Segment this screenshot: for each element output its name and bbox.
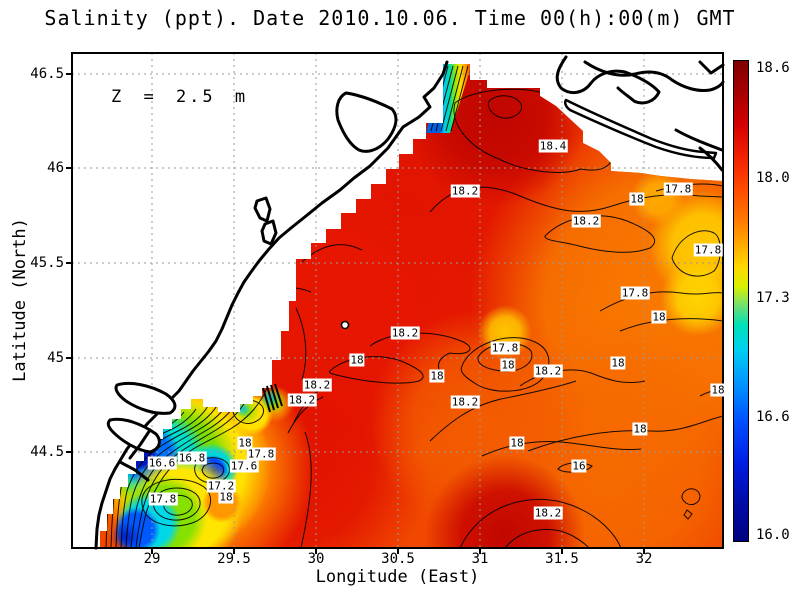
coastline (94, 55, 725, 550)
station-marker (340, 320, 350, 330)
y-axis-label: Latitude (North) (10, 218, 30, 382)
colorbar (733, 60, 749, 542)
contour-front-hatch (262, 383, 283, 413)
x-axis-label: Longitude (East) (315, 567, 480, 587)
plot-title: Salinity (ppt). Date 2010.10.06. Time 00… (44, 6, 736, 30)
plot-frame (66, 52, 724, 554)
depth-annotation: Z = 2.5 m (111, 87, 249, 107)
